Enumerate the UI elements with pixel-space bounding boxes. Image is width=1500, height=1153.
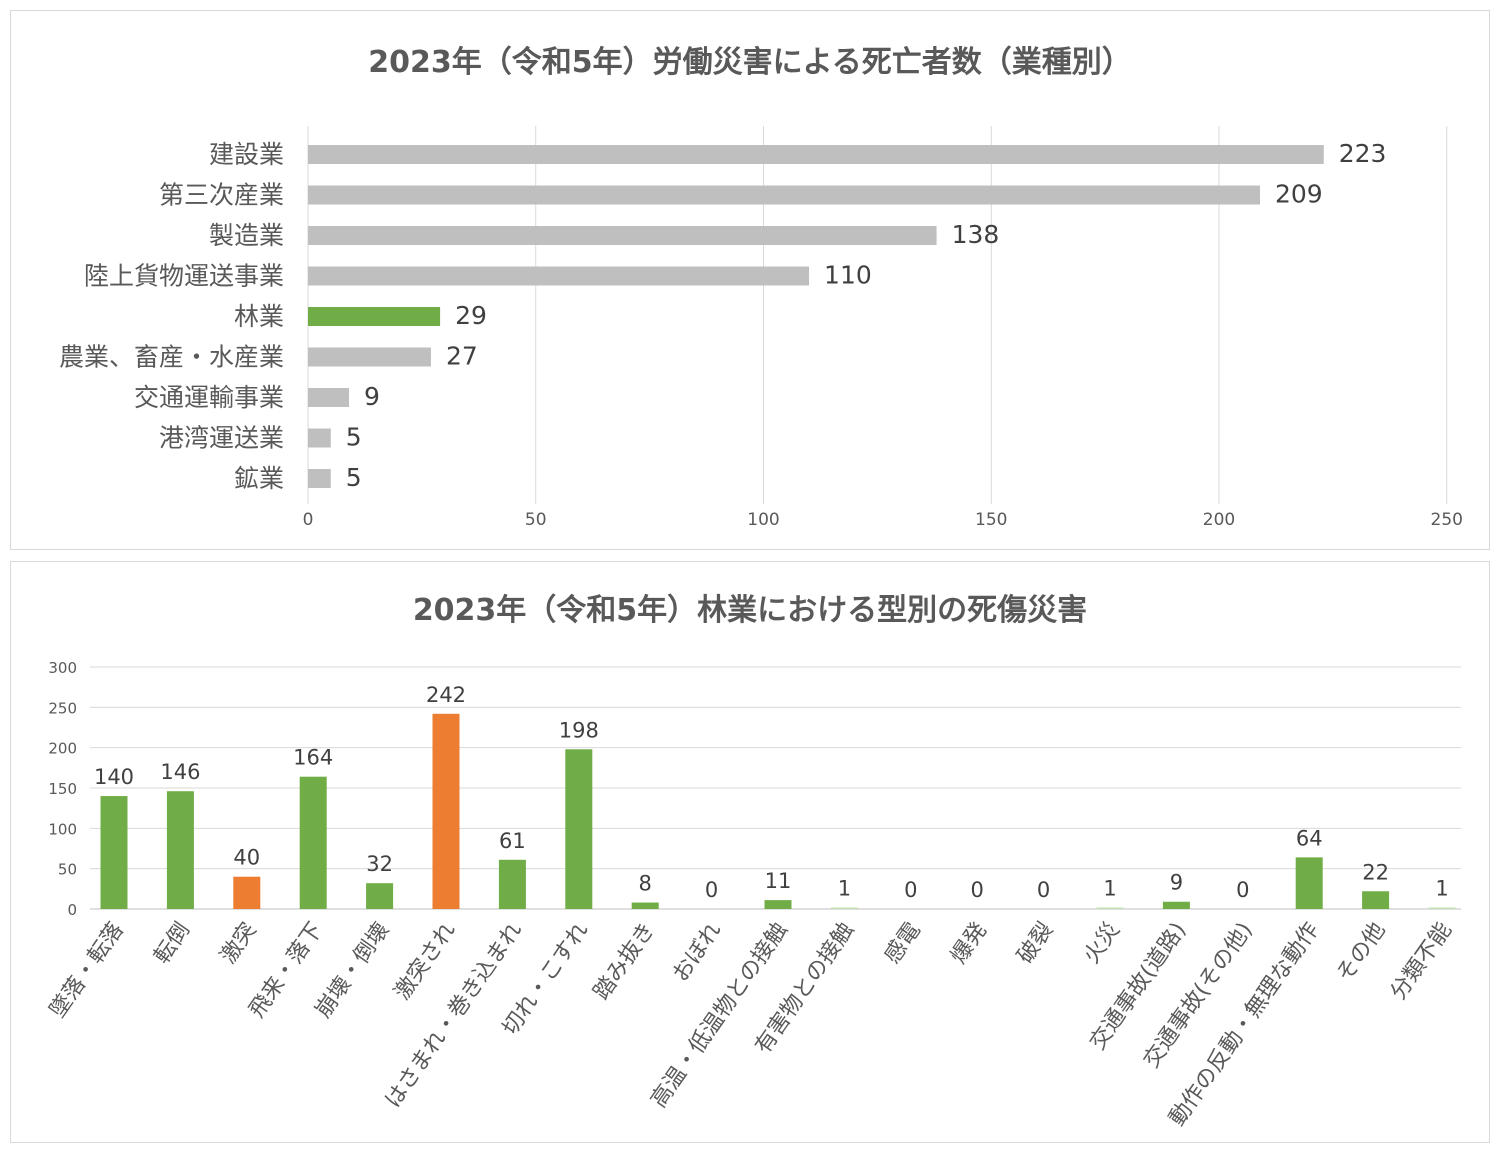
- bar: [308, 388, 349, 407]
- category-label: 転倒: [150, 918, 196, 968]
- data-label: 40: [233, 846, 260, 870]
- industry-fatalities-svg: 2023年（令和5年）労働災害による死亡者数（業種別） 0 50 100 150 200 2…: [59, 45, 1463, 530]
- bar: [308, 185, 1260, 205]
- chart-title: 2023年（令和5年）労働災害による死亡者数（業種別）: [368, 45, 1131, 80]
- category-label: 墜落・転落: [45, 918, 129, 1022]
- category-label: 鉱業: [234, 464, 284, 493]
- data-label: 198: [559, 718, 599, 742]
- category-label: 火災: [1079, 918, 1125, 968]
- bar: [1362, 891, 1390, 909]
- bar: [1295, 857, 1323, 909]
- forestry-accident-types-chart: 2023年（令和5年）林業における型別の死傷災害 0 50 100 150 200 250 3…: [10, 561, 1490, 1143]
- data-label: 0: [1236, 878, 1249, 902]
- data-label: 29: [455, 301, 487, 330]
- bar: [308, 428, 331, 448]
- data-label: 1: [838, 877, 851, 901]
- bar: [366, 883, 394, 909]
- y-tick-label: 250: [48, 699, 77, 717]
- data-label: 0: [904, 878, 917, 902]
- x-tick-label: 250: [1431, 510, 1463, 530]
- category-label: 破裂: [1013, 918, 1059, 968]
- bar: [565, 749, 593, 909]
- bar: [100, 796, 128, 909]
- data-label: 5: [346, 463, 362, 492]
- bar: [498, 859, 526, 909]
- y-tick-label: 150: [48, 780, 77, 798]
- bar: [308, 469, 331, 488]
- bar: [308, 307, 441, 326]
- bar: [631, 902, 659, 909]
- chart-title: 2023年（令和5年）林業における型別の死傷災害: [413, 593, 1087, 628]
- data-label: 138: [952, 220, 1000, 249]
- bar: [308, 347, 431, 367]
- category-label: 激突: [216, 918, 262, 968]
- data-label: 5: [346, 423, 362, 452]
- data-label: 27: [446, 342, 478, 371]
- data-label: 9: [1170, 871, 1183, 895]
- y-tick-label: 50: [58, 861, 77, 879]
- bar: [299, 776, 327, 909]
- category-label: 第三次産業: [159, 181, 284, 210]
- category-label: 港湾運送業: [159, 424, 284, 453]
- bar: [1162, 901, 1190, 909]
- data-label: 32: [366, 852, 393, 876]
- bar: [1428, 907, 1456, 909]
- category-label: 交通運輸事業: [134, 383, 284, 412]
- data-label: 0: [971, 878, 984, 902]
- data-label: 8: [639, 872, 652, 896]
- category-label: 製造業: [209, 221, 284, 250]
- data-label: 64: [1296, 826, 1323, 850]
- bar: [233, 876, 261, 909]
- y-tick-label: 200: [48, 740, 77, 758]
- data-label: 242: [426, 683, 466, 707]
- data-label: 9: [364, 382, 380, 411]
- category-label: 建設業: [209, 140, 284, 169]
- data-label: 140: [94, 765, 134, 789]
- bar: [764, 900, 792, 909]
- x-tick-label: 200: [1203, 510, 1235, 530]
- category-label: 爆発: [946, 918, 992, 968]
- category-label: 林業: [234, 302, 284, 331]
- data-label: 22: [1362, 860, 1389, 884]
- data-label: 0: [705, 878, 718, 902]
- bar: [166, 791, 194, 909]
- data-label: 61: [499, 829, 526, 853]
- data-label: 223: [1339, 139, 1387, 168]
- bar: [308, 145, 1324, 164]
- category-label: 陸上貨物運送事業: [84, 262, 284, 291]
- bar: [308, 266, 810, 286]
- bar: [432, 713, 460, 909]
- x-tick-label: 100: [747, 510, 779, 530]
- bar: [308, 226, 937, 245]
- y-tick-label: 0: [67, 901, 77, 919]
- category-label: 農業、畜産・水産業: [59, 343, 284, 372]
- category-label: 激突され: [390, 918, 461, 1004]
- data-label: 0: [1037, 878, 1050, 902]
- forestry-accident-types-svg: 2023年（令和5年）林業における型別の死傷災害0501001502002503…: [45, 593, 1461, 1131]
- data-label: 11: [765, 869, 792, 893]
- category-label: 踏み抜き: [589, 918, 660, 1004]
- industry-fatalities-chart: 2023年（令和5年）労働災害による死亡者数（業種別） 0 50 100 150 200 2…: [10, 10, 1490, 550]
- data-label: 164: [293, 746, 333, 770]
- y-tick-label: 300: [48, 659, 77, 677]
- data-label: 110: [824, 261, 872, 290]
- category-label: その他: [1332, 918, 1390, 986]
- data-label: 1: [1435, 877, 1448, 901]
- x-tick-label: 0: [303, 510, 314, 530]
- x-tick-label: 50: [525, 510, 547, 530]
- data-label: 209: [1275, 180, 1323, 209]
- x-tick-label: 150: [975, 510, 1007, 530]
- data-label: 1: [1103, 877, 1116, 901]
- data-label: 146: [160, 760, 200, 784]
- y-tick-label: 100: [48, 820, 77, 838]
- category-label: おぼれ: [668, 918, 726, 986]
- bar: [1096, 907, 1124, 909]
- category-label: 感電: [880, 918, 926, 968]
- bar: [830, 907, 858, 909]
- category-label: 分類不能: [1386, 918, 1457, 1004]
